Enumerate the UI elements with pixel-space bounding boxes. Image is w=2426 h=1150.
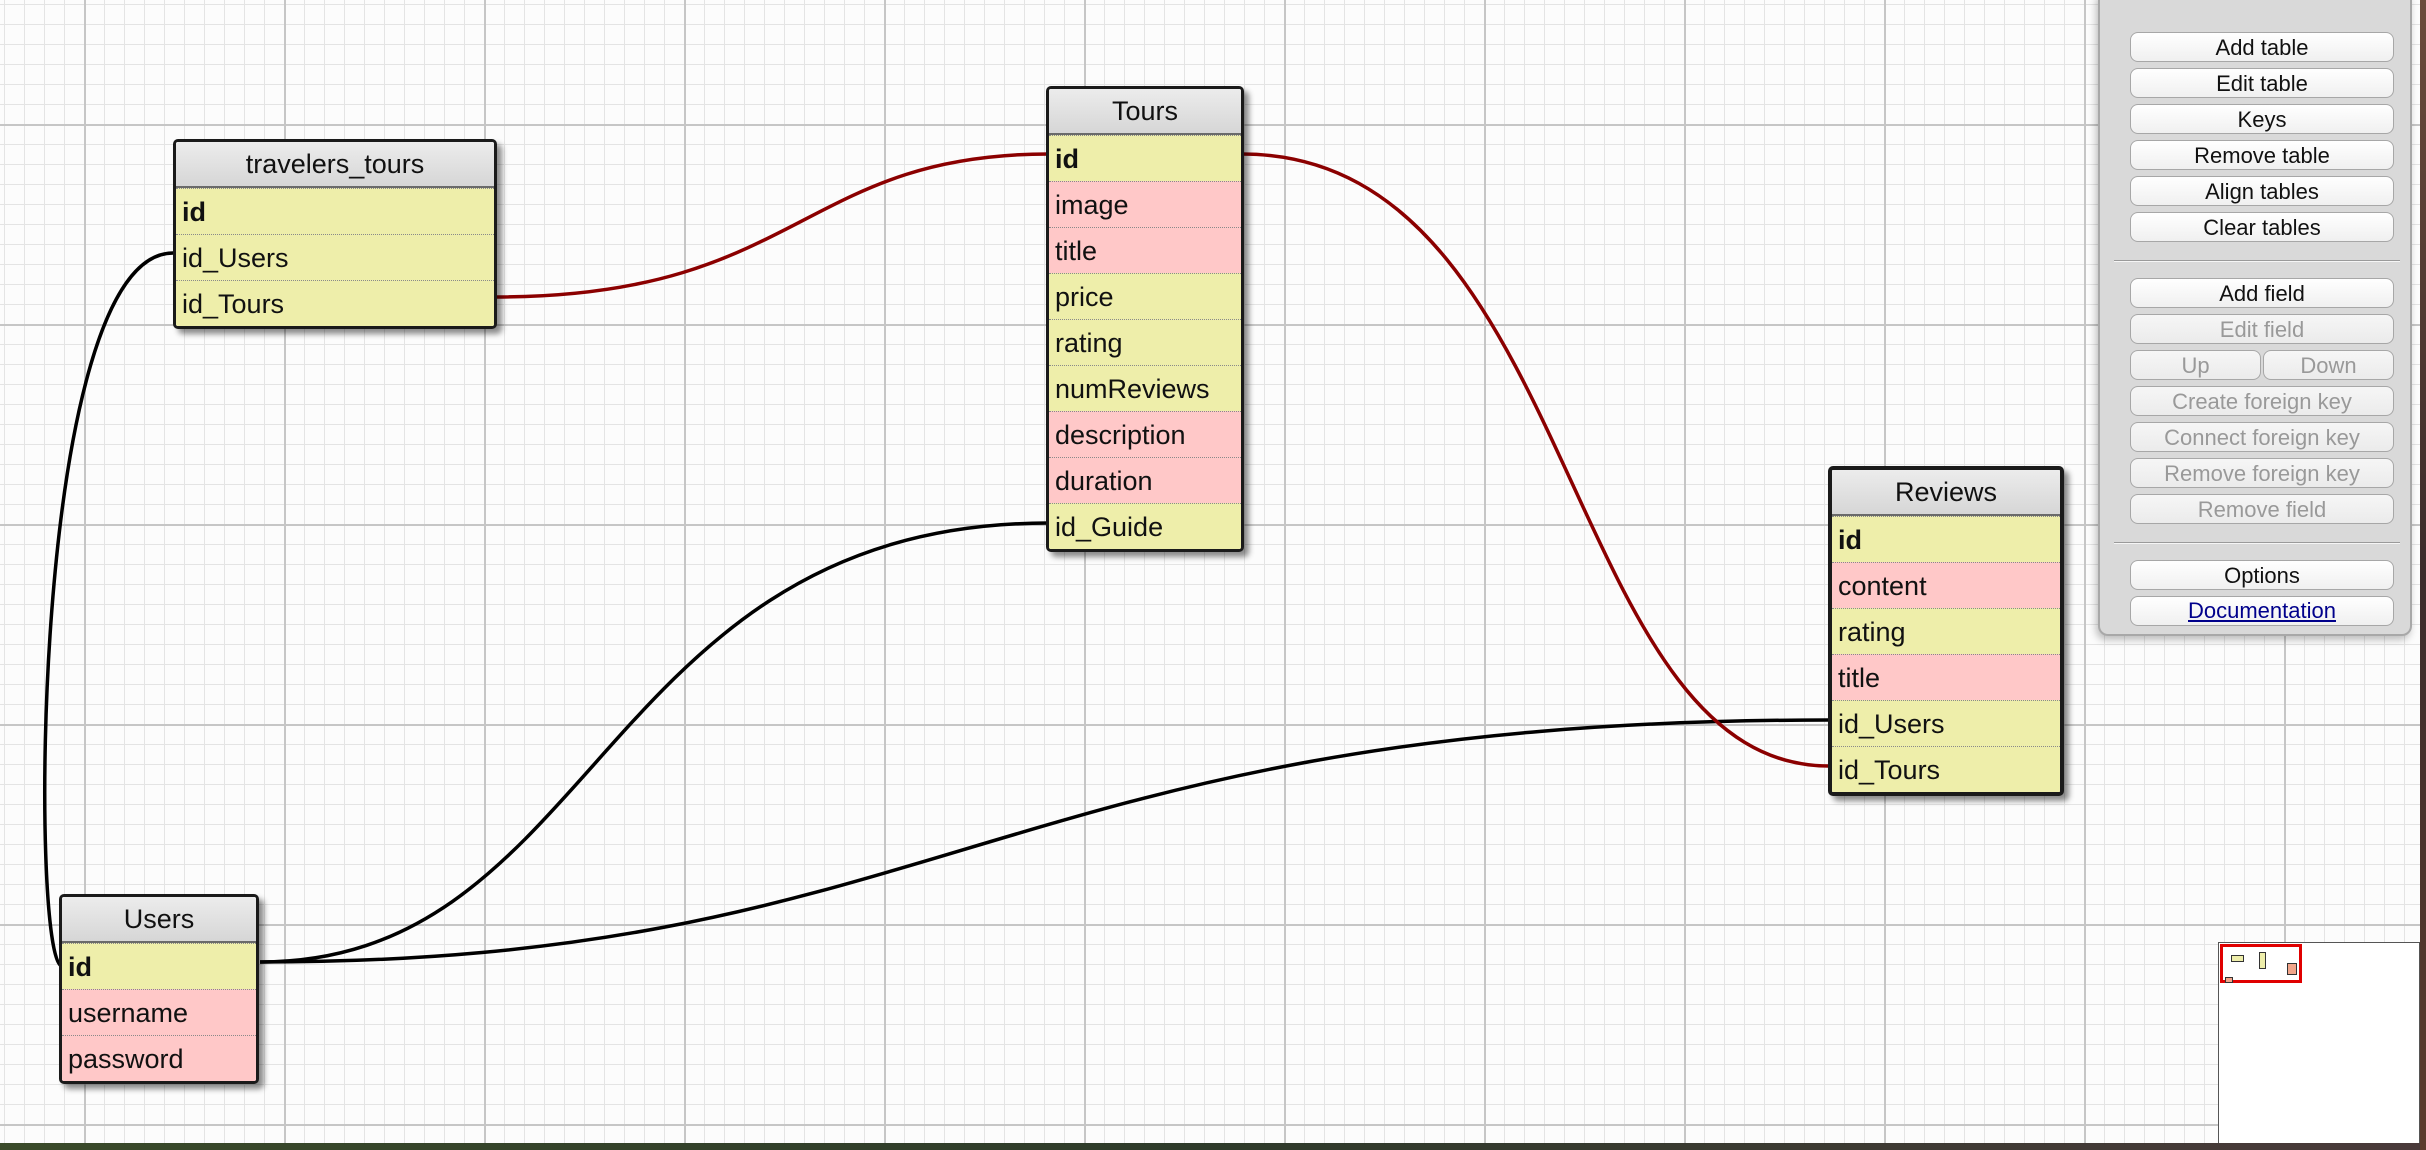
documentation-link[interactable]: Documentation [2130,596,2394,626]
field-duration[interactable]: duration [1049,457,1241,503]
field-id-users[interactable]: id_Users [176,234,494,280]
field-id-guide[interactable]: id_Guide [1049,503,1241,549]
field-id-tours[interactable]: id_Tours [176,280,494,326]
add-field-button[interactable]: Add field [2130,278,2394,308]
table-title: Users [62,897,256,943]
remove-foreign-key-button[interactable]: Remove foreign key [2130,458,2394,488]
options-button[interactable]: Options [2130,560,2394,590]
field-id[interactable]: id [1832,516,2060,562]
table-travelers-tours[interactable]: travelers_tours id id_Users id_Tours [173,139,497,329]
field-id[interactable]: id [62,943,256,989]
clear-tables-button[interactable]: Clear tables [2130,212,2394,242]
relation-reviews-tours-to-tours [1241,152,1830,768]
table-title: travelers_tours [176,142,494,188]
field-id[interactable]: id [1049,135,1241,181]
field-rating[interactable]: rating [1832,608,2060,654]
connect-foreign-key-button[interactable]: Connect foreign key [2130,422,2394,452]
table-tours[interactable]: Tours id image title price rating numRev… [1046,86,1244,552]
controls-divider [2114,260,2400,262]
controls-panel: Add table Edit table Keys Remove table A… [2098,0,2412,636]
relation-travelers-tours-to-tours [495,152,1050,299]
minimap-table-travelers-tours [2231,955,2244,962]
keys-button[interactable]: Keys [2130,104,2394,134]
field-rating[interactable]: rating [1049,319,1241,365]
field-content[interactable]: content [1832,562,2060,608]
desktop-edge [0,1143,2426,1150]
remove-table-button[interactable]: Remove table [2130,140,2394,170]
add-table-button[interactable]: Add table [2130,32,2394,62]
field-price[interactable]: price [1049,273,1241,319]
field-num-reviews[interactable]: numReviews [1049,365,1241,411]
desktop-edge [2420,0,2426,1150]
field-image[interactable]: image [1049,181,1241,227]
field-password[interactable]: password [62,1035,256,1081]
align-tables-button[interactable]: Align tables [2130,176,2394,206]
edit-field-button[interactable]: Edit field [2130,314,2394,344]
relation-tours-guide-to-users [259,521,1050,964]
relation-travelers-users-to-users [43,251,174,968]
field-id[interactable]: id [176,188,494,234]
table-title: Reviews [1832,470,2060,516]
field-title[interactable]: title [1049,227,1241,273]
field-id-tours[interactable]: id_Tours [1832,746,2060,792]
create-foreign-key-button[interactable]: Create foreign key [2130,386,2394,416]
field-title[interactable]: title [1832,654,2060,700]
relation-reviews-users-to-users [259,718,1830,964]
table-reviews[interactable]: Reviews id content rating title id_Users… [1828,466,2064,796]
minimap-viewport[interactable] [2220,944,2302,983]
controls-divider [2114,542,2400,544]
edit-table-button[interactable]: Edit table [2130,68,2394,98]
remove-field-button[interactable]: Remove field [2130,494,2394,524]
table-users[interactable]: Users id username password [59,894,259,1084]
minimap-table-reviews [2287,963,2297,975]
minimap[interactable] [2218,942,2420,1150]
up-button[interactable]: Up [2130,350,2261,380]
field-username[interactable]: username [62,989,256,1035]
field-id-users[interactable]: id_Users [1832,700,2060,746]
minimap-table-tours [2259,952,2266,969]
field-description[interactable]: description [1049,411,1241,457]
table-title: Tours [1049,89,1241,135]
down-button[interactable]: Down [2263,350,2394,380]
minimap-table-users [2225,977,2233,983]
